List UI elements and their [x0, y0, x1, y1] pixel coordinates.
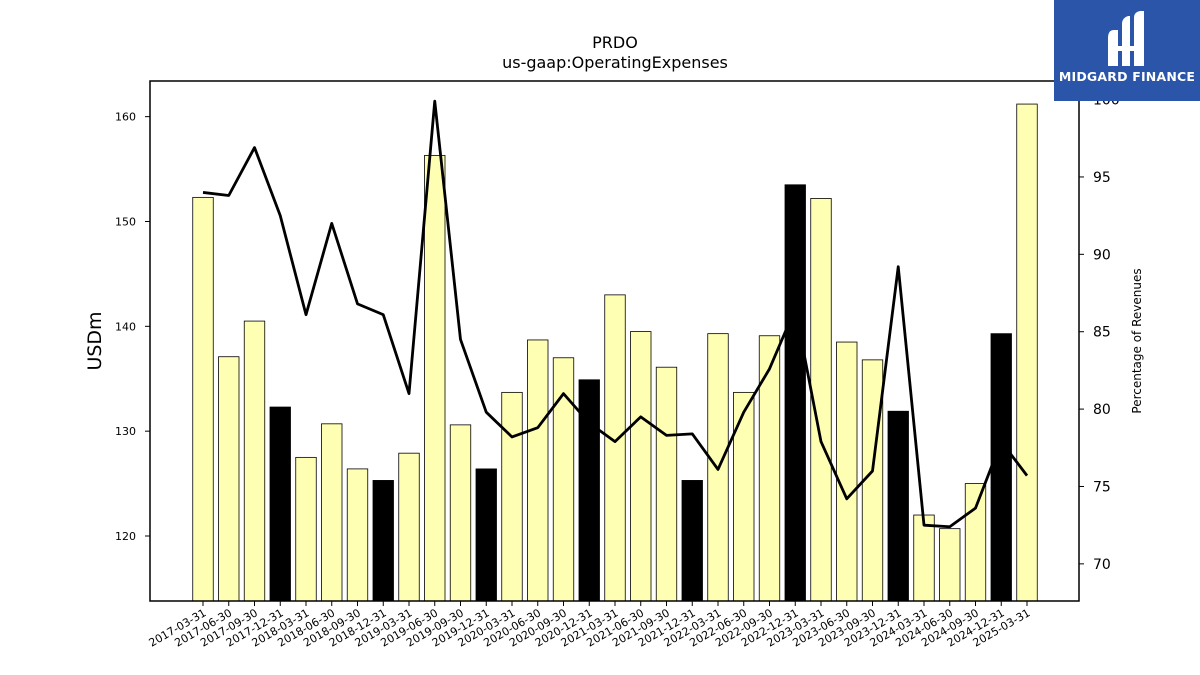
bar — [681, 480, 703, 602]
bar — [604, 294, 626, 602]
bar — [990, 333, 1012, 602]
midgard-logo: MIDGARD FINANCE — [1054, 0, 1200, 101]
bar — [295, 456, 317, 602]
bar — [269, 406, 291, 602]
y2-axis-label: Percentage of Revenues — [1130, 268, 1144, 413]
bar — [527, 339, 549, 602]
bar — [758, 335, 781, 602]
midgard-logo-icon — [1108, 11, 1144, 66]
bar — [424, 155, 446, 602]
bar — [655, 366, 678, 602]
bar — [1016, 103, 1038, 602]
bar — [398, 452, 420, 602]
y2-tick-label: 85 — [1093, 325, 1111, 341]
chart-title: PRDO — [592, 33, 638, 52]
bar — [630, 331, 652, 602]
bar — [784, 184, 806, 602]
y2-tick-label: 70 — [1093, 557, 1111, 573]
bars-group — [192, 103, 1038, 602]
y2-tick-label: 95 — [1093, 170, 1111, 186]
y-tick-label: 140 — [115, 320, 136, 333]
bar — [346, 468, 369, 602]
y-tick-label: 160 — [115, 111, 136, 124]
y-axis-label: USDm — [84, 311, 106, 370]
percentage-line — [202, 99, 1029, 529]
chart-subtitle: us-gaap:OperatingExpenses — [502, 53, 728, 72]
bar — [475, 468, 497, 602]
bar — [501, 391, 523, 602]
bar — [887, 410, 909, 602]
logo-text: MIDGARD FINANCE — [1058, 69, 1196, 84]
bar — [964, 483, 987, 602]
y-tick-label: 130 — [115, 425, 136, 438]
y2-tick-label: 75 — [1093, 479, 1111, 495]
bar — [449, 424, 472, 602]
bar — [372, 480, 394, 602]
y2-tick-label: 80 — [1093, 402, 1111, 418]
bar — [218, 356, 240, 602]
bar — [243, 320, 266, 602]
bar — [836, 341, 858, 602]
bar — [192, 196, 214, 602]
y-tick-label: 150 — [115, 215, 136, 228]
bar — [733, 391, 755, 602]
line-series-group — [202, 99, 1029, 529]
bar — [939, 528, 961, 602]
bar — [321, 423, 343, 602]
y2-tick-label: 90 — [1093, 247, 1111, 263]
y-tick-label: 120 — [115, 530, 136, 543]
bar — [913, 514, 935, 602]
